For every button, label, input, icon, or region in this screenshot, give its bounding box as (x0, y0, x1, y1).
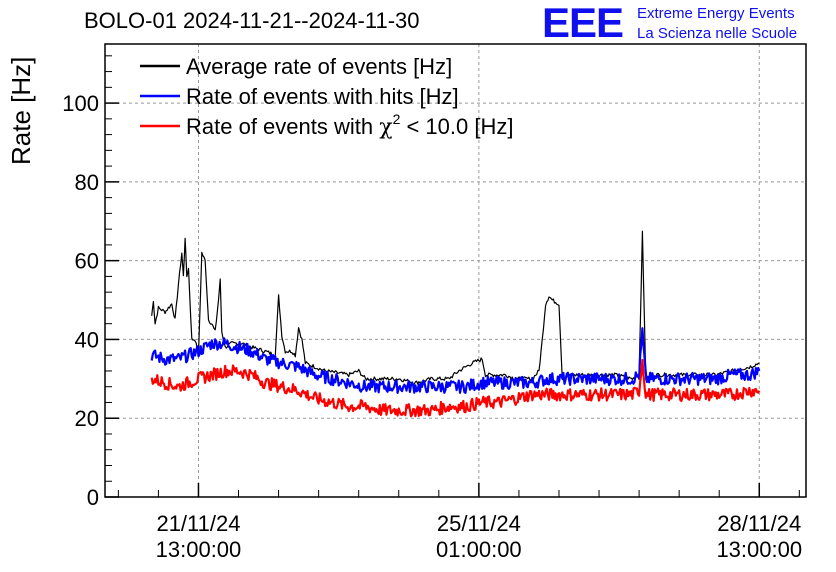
chart-title: BOLO-01 2024-11-21--2024-11-30 (84, 8, 420, 33)
y-tick-label: 100 (62, 91, 99, 116)
x-tick-label-date: 25/11/24 (437, 511, 521, 536)
legend-entry: Rate of events with hits [Hz] (186, 84, 459, 109)
logo-line1: Extreme Energy Events (637, 5, 795, 22)
series-line-0 (151, 230, 760, 385)
series-group (150, 230, 761, 418)
logo-line2: La Scienza nelle Scuole (637, 25, 798, 42)
y-tick-label: 80 (75, 170, 99, 195)
x-tick-label-time: 13:00:00 (716, 537, 802, 562)
ticks: 02040608010021/11/2413:00:0025/11/2401:0… (62, 55, 802, 562)
x-tick-label-date: 21/11/24 (156, 511, 240, 536)
legend-entry: Rate of events with χ2 < 10.0 [Hz] (186, 111, 513, 140)
legend: Average rate of events [Hz] Rate of event… (140, 54, 513, 140)
series-line-2 (150, 358, 761, 418)
x-tick-label-date: 28/11/24 (717, 511, 801, 536)
series-line-1 (150, 327, 761, 394)
y-tick-label: 40 (75, 327, 99, 352)
x-tick-label-time: 01:00:00 (436, 537, 522, 562)
y-tick-label: 60 (75, 249, 99, 274)
eee-logo-text: Extreme Energy Events La Scienza nelle S… (637, 4, 797, 44)
plot-frame (104, 43, 807, 498)
eee-logo: EEE (542, 0, 624, 46)
y-tick-label: 0 (87, 485, 99, 510)
grid (105, 44, 806, 497)
y-tick-label: 20 (75, 406, 99, 431)
legend-entry: Average rate of events [Hz] (186, 54, 452, 79)
x-tick-label-time: 13:00:00 (156, 537, 242, 562)
